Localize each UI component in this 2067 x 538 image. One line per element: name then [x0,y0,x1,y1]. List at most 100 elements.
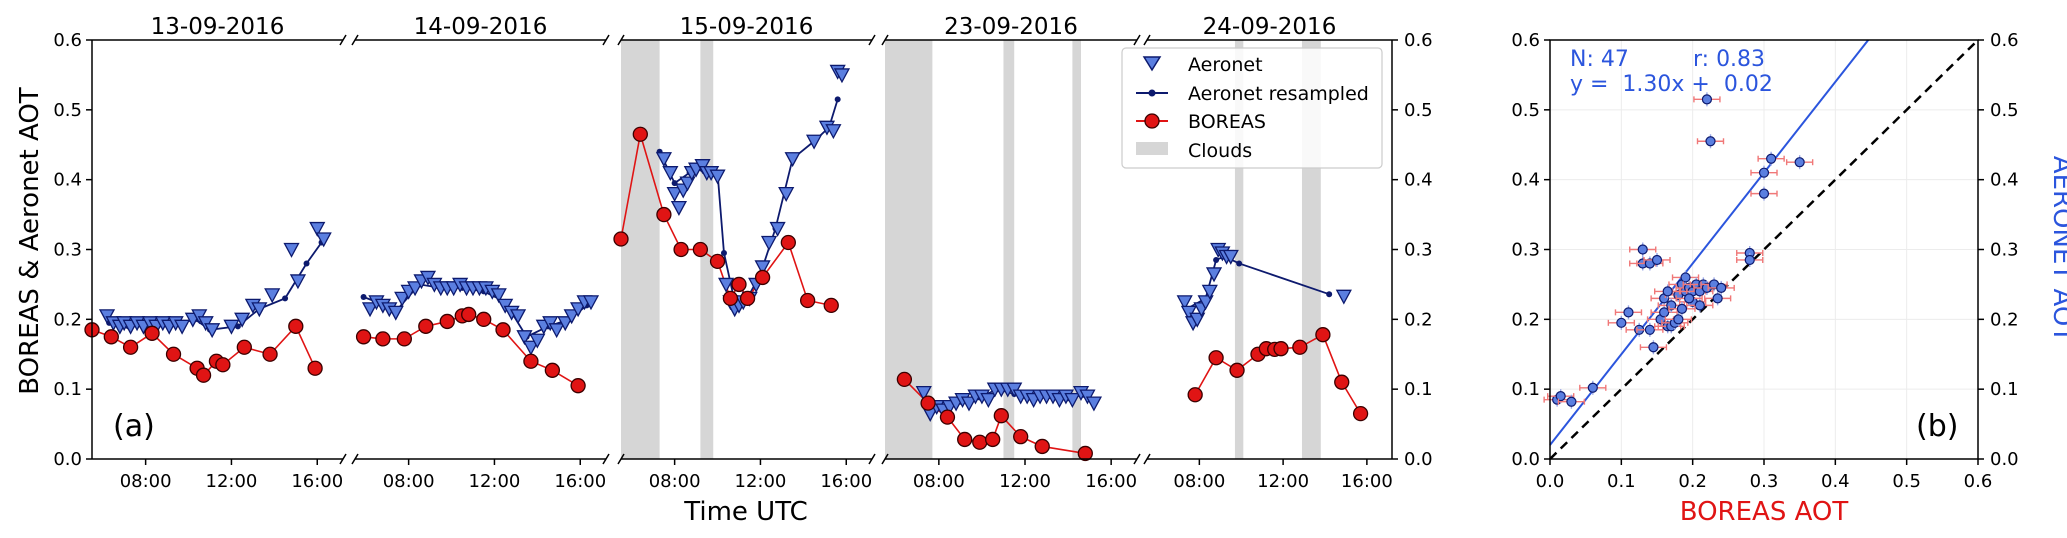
aeronet-point [223,319,240,335]
axis-break-mark [881,34,889,46]
axis-break-mark [602,453,610,465]
aeronet-point [516,330,533,346]
y-tick-label: 0.2 [53,309,82,330]
boreas-point [262,346,278,362]
scatter-point [1680,272,1691,283]
aeronet-point [394,291,411,307]
axis-break-mark [602,34,610,46]
cloud-bands [621,40,1321,459]
boreas-point [722,290,739,307]
aeronet-resampled-point [1326,291,1333,298]
scatter-point [1676,303,1688,314]
boreas-point [1077,445,1093,462]
tick-layer: 08:00 12:00 16:00 08:00 12:00 16:00 08:00 12:00… [53,30,1432,492]
x-tick-label: 0.4 [1821,471,1850,492]
y-tick-label: 0.5 [1511,100,1540,121]
aeronet-point [980,392,997,409]
axis-break-mark [339,453,347,465]
y-tick-label: 0.6 [1511,30,1540,51]
boreas-point [461,306,477,323]
aeronet-point [234,312,251,328]
scatter-point [1758,188,1770,199]
axis-break-mark [351,453,359,465]
grid [1549,39,1979,460]
boreas-point [439,313,455,330]
legend-resampled-label: Aeronet resampled [1188,83,1369,105]
x-tick-label: 08:00 [1173,471,1225,492]
x-tick-label: 12:00 [735,471,787,492]
legend: Aeronet Aeronet resampled BOREAS Clouds [1121,47,1383,169]
boreas-point [103,329,119,345]
x-tick-label: 16:00 [554,471,606,492]
boreas-point [823,297,839,314]
aeronet-point [662,166,679,182]
boreas-point [972,434,988,450]
scatter-point [1683,293,1695,304]
aeronet-point [784,152,801,168]
aeronet-resampled-point [1236,260,1243,267]
x-tick-label: 0.5 [1892,471,1921,492]
scatter-points [1543,92,1814,409]
scatter-point [1555,391,1566,402]
boreas-point [396,331,412,347]
legend-resampled-marker [1148,89,1156,97]
boreas-point [236,339,252,355]
scatter-point [1701,94,1713,105]
aeronet-point [522,340,540,356]
y-tick-label: 0.6 [53,30,82,51]
boreas-point [613,231,629,247]
aeronet-point [387,305,404,321]
fit-line [1549,39,1870,446]
x-tick-label: 16:00 [291,471,343,492]
legend-clouds-swatch [1136,142,1168,155]
cloud-band [621,40,660,459]
day-title: 14-09-2016 [414,14,548,40]
boreas-point [195,367,212,383]
x-tick-label: 16:00 [1085,471,1137,492]
x-tick-label: 16:00 [820,471,872,492]
y-tick-label-right: 0.6 [1990,30,2019,51]
aeronet-resampled-point [834,96,841,103]
x-tick-label: 0.6 [1964,471,1993,492]
day-title: 13-09-2016 [151,14,285,40]
y-tick-label-right: 0.4 [1404,170,1433,191]
aeronet-resampled-point [360,293,367,300]
boreas-point [495,322,511,338]
aeronet-point [582,295,600,311]
y-tick-label-right: 0.6 [1404,30,1433,51]
axis-break-mark [1143,34,1151,46]
aeronet-point [1085,396,1103,412]
y-tick-label-right: 0.3 [1990,240,2019,261]
boreas-point [1315,327,1331,343]
boreas-point [1273,341,1289,357]
aeronet-point [1222,249,1239,265]
scatter-point [1705,136,1716,147]
aeronet-point [1064,392,1081,409]
scatter-point [1794,157,1805,168]
aeronet-point [251,302,268,318]
panel-b: 0.0 0.1 0.2 0.3 0.4 0.5 0.60.0 0.00.1 0.10.2 0.20… [1511,30,2067,527]
boreas-point [1208,350,1224,366]
aeronet-point [778,186,795,203]
aeronet-point [679,176,696,192]
aeronet-point [1197,295,1214,311]
axes-frame [1549,39,1979,460]
boreas-point [673,241,689,258]
aeronet-point [570,302,587,318]
y-tick-label: 0.3 [1511,240,1540,261]
x-tick-label: 12:00 [469,471,521,492]
x-tick-label: 0.0 [1536,471,1565,492]
boreas-point [1292,339,1308,355]
boreas-point [731,276,747,293]
panel-a-label: (a) [113,409,155,444]
reference-lines [1549,39,1979,460]
axis-break-mark [339,34,347,46]
x-tick-label: 0.1 [1607,471,1636,492]
panel-b-label: (b) [1916,409,1958,444]
aeronet-point [1205,267,1223,283]
boreas-point [985,431,1001,448]
cloud-band [1234,40,1244,459]
boreas-point [1334,374,1350,390]
boreas-point [144,325,160,341]
scatter-point [1712,293,1723,304]
